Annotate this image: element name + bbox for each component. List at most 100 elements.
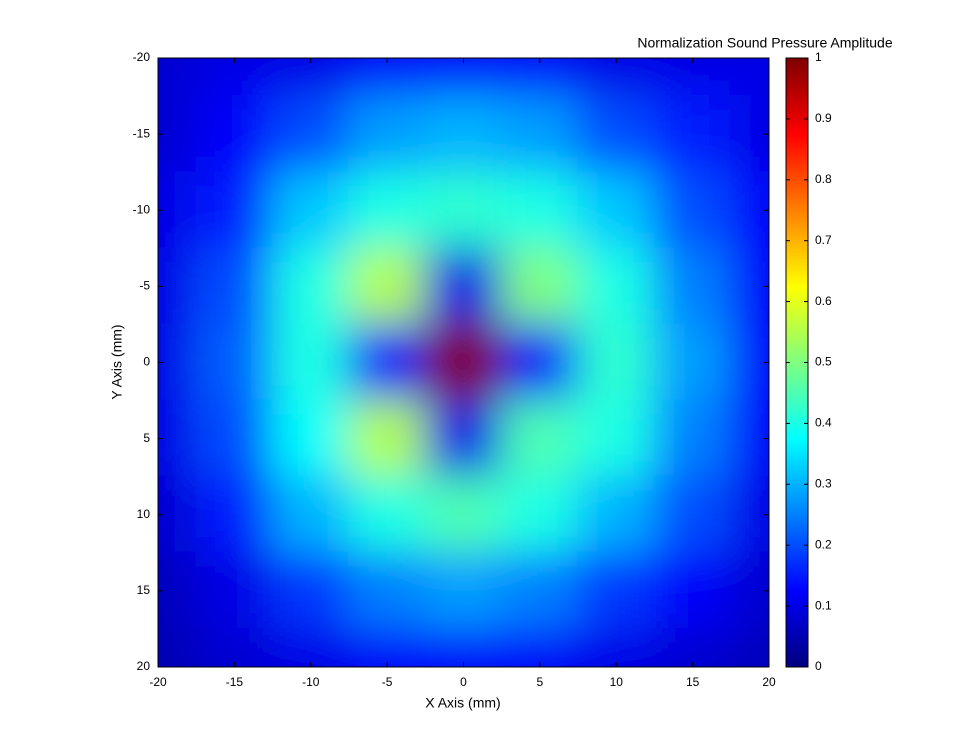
heatmap-cell [729, 58, 769, 98]
heatmap [158, 58, 769, 667]
heatmap-cell [653, 551, 732, 630]
heatmap-cell [500, 58, 580, 98]
heatmap-cell [424, 247, 503, 326]
y-tick-label: 10 [137, 507, 151, 521]
x-tick-label: 20 [762, 675, 776, 689]
heatmap-cell [158, 95, 198, 174]
x-tick-label: 0 [460, 675, 467, 689]
colorbar-tick-label: 0.4 [815, 416, 832, 430]
y-tick-label: -5 [139, 279, 150, 293]
y-tick-label: 15 [137, 583, 151, 597]
colorbar-tick-label: 0.3 [815, 476, 832, 490]
heatmap-cell [195, 551, 274, 630]
heatmap-cell [424, 475, 503, 554]
x-tick-label: 15 [686, 675, 700, 689]
heatmap-cell [271, 323, 350, 402]
y-tick-label: -10 [133, 202, 151, 216]
heatmap-cell [729, 399, 769, 478]
heatmap-cell [271, 58, 350, 98]
heatmap-cell [577, 95, 656, 174]
colorbar-tick-label: 1 [815, 50, 822, 64]
heatmap-cell [653, 399, 732, 478]
heatmap-cell [729, 247, 769, 326]
x-tick-label: -10 [302, 675, 320, 689]
heatmap-cell [347, 399, 427, 478]
y-axis-label: Y Axis (mm) [109, 324, 125, 399]
y-tick-label: 20 [137, 659, 151, 673]
heatmap-cell [158, 475, 198, 554]
heatmap-cell [424, 95, 503, 174]
heatmap-cell [577, 399, 656, 478]
heatmap-cell [158, 627, 198, 667]
heatmap-cell [271, 475, 350, 554]
heatmap-cell [577, 171, 656, 250]
heatmap-cell [500, 171, 580, 250]
colorbar-tick-label: 0.5 [815, 355, 832, 369]
heatmap-cell [158, 323, 198, 402]
heatmap-cell [577, 323, 656, 402]
heatmap-cell [500, 323, 580, 402]
heatmap-cell [500, 247, 580, 326]
heatmap-cell [729, 627, 769, 667]
colorbar-tick-label: 0.7 [815, 233, 832, 247]
heatmap-cell [500, 627, 580, 667]
heatmap-cell [500, 399, 580, 478]
x-axis-label: X Axis (mm) [425, 695, 500, 711]
y-tick-label: 5 [143, 431, 150, 445]
x-tick-label: -20 [149, 675, 167, 689]
heatmap-cell [424, 627, 503, 667]
heatmap-cell [500, 551, 580, 630]
heatmap-cell [347, 171, 427, 250]
heatmap-cell [577, 475, 656, 554]
heatmap-cell [158, 58, 198, 98]
heatmap-cell [653, 323, 732, 402]
heatmap-cell [653, 95, 732, 174]
heatmap-cell [653, 475, 732, 554]
x-tick-label: 10 [610, 675, 624, 689]
heatmap-cell [271, 95, 350, 174]
heatmap-cell [424, 551, 503, 630]
heatmap-cell [424, 171, 503, 250]
heatmap-cell [577, 551, 656, 630]
heatmap-cell [500, 475, 580, 554]
heatmap-cell [424, 399, 503, 478]
heatmap-cell [158, 399, 198, 478]
colorbar-title: Normalization Sound Pressure Amplitude [637, 35, 892, 51]
y-tick-label: 0 [143, 355, 150, 369]
heatmap-cell [271, 627, 350, 667]
heatmap-cell [653, 171, 732, 250]
heatmap-cell [195, 247, 274, 326]
heatmap-cell [347, 551, 427, 630]
heatmap-cell [347, 58, 427, 98]
heatmap-cell [577, 627, 656, 667]
heatmap-cell [347, 247, 427, 326]
x-tick-label: -5 [382, 675, 393, 689]
heatmap-cell [271, 247, 350, 326]
heatmap-cell [195, 171, 274, 250]
heatmap-cell [729, 95, 769, 174]
heatmap-cell [729, 551, 769, 630]
colorbar-tick-label: 0 [815, 659, 822, 673]
heatmap-cell [729, 475, 769, 554]
heatmap-cell [158, 171, 198, 250]
x-tick-label: 5 [537, 675, 544, 689]
heatmap-cell [729, 323, 769, 402]
x-tick-label: -15 [226, 675, 244, 689]
y-tick-label: -15 [133, 126, 151, 140]
heatmap-cell [577, 58, 656, 98]
colorbar-tick-label: 0.9 [815, 111, 832, 125]
heatmap-cell [271, 551, 350, 630]
heatmap-cell [195, 95, 274, 174]
heatmap-cell [424, 323, 503, 402]
heatmap-cell [195, 399, 274, 478]
heatmap-cell [577, 247, 656, 326]
heatmap-cell [347, 475, 427, 554]
heatmap-cell [195, 58, 274, 98]
heatmap-cell [195, 323, 274, 402]
heatmap-cell [653, 247, 732, 326]
heatmap-cell [653, 58, 732, 98]
heatmap-cell [347, 95, 427, 174]
colorbar-tick-label: 0.6 [815, 294, 832, 308]
heatmap-cell [653, 627, 732, 667]
